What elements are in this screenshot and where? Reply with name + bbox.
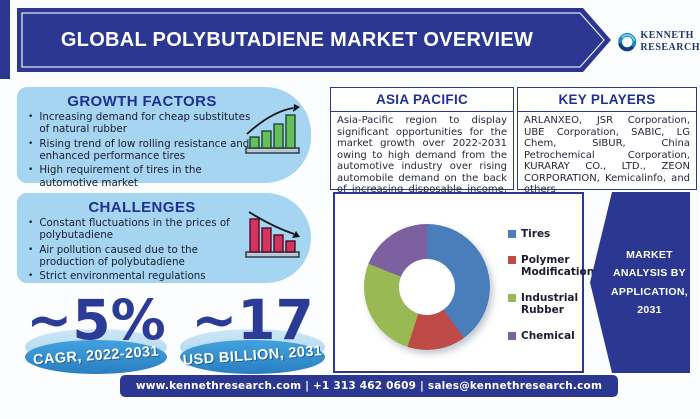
legend-item: Polymer Modification xyxy=(508,254,595,279)
growth-factors-panel: GROWTH FACTORS • Increasing demand for ch… xyxy=(17,87,311,189)
market-size-value: ~17 xyxy=(191,288,314,352)
challenges-panel: CHALLENGES • Constant fluctuations in the… xyxy=(17,193,311,283)
legend-label: Polymer Modification xyxy=(521,254,595,279)
key-players-title: KEY PLAYERS xyxy=(518,88,696,112)
left-edge-stripe xyxy=(0,0,10,79)
challenges-title: CHALLENGES xyxy=(88,199,196,216)
list-item-text: High requirement of tires in the automot… xyxy=(39,164,202,189)
legend-swatch-tires xyxy=(508,230,516,238)
list-item: • Strict environmental regulations xyxy=(28,270,256,283)
footer-contact-bar: www.kennethresearch.com | +1 313 462 060… xyxy=(120,375,618,397)
list-item-text: Air pollution caused due to the producti… xyxy=(39,243,198,269)
bullet-icon: • xyxy=(28,165,34,176)
list-item: • Air pollution caused due to the product… xyxy=(28,244,256,269)
legend-swatch-chemical xyxy=(508,332,516,341)
cagr-value: ~5% xyxy=(26,288,166,352)
legend-label: Tires xyxy=(521,228,551,240)
challenges-list: • Constant fluctuations in the prices of … xyxy=(28,217,256,285)
page-title: GLOBAL POLYBUTADIENE MARKET OVERVIEW xyxy=(60,28,534,51)
legend-item: Tires xyxy=(508,228,583,240)
bullet-icon: • xyxy=(28,218,34,228)
list-item: • Increasing demand for cheap substitutes… xyxy=(28,111,256,136)
legend-label: Industrial Rubber xyxy=(521,292,579,317)
market-analysis-banner-text: MARKET ANALYSIS BY APPLICATION, 2031 xyxy=(611,248,688,316)
list-item-text: Strict environmental regulations xyxy=(39,270,206,283)
legend-item: Industrial Rubber xyxy=(508,292,583,316)
decline-bar-chart-icon xyxy=(243,207,303,265)
bullet-icon: • xyxy=(28,271,34,282)
header-banner: GLOBAL POLYBUTADIENE MARKET OVERVIEW xyxy=(17,8,611,72)
footer-contact-text: www.kennethresearch.com | +1 313 462 060… xyxy=(135,380,603,392)
list-item: • Constant fluctuations in the prices of … xyxy=(28,217,256,242)
bullet-icon: • xyxy=(28,112,34,122)
growth-bar-chart-icon xyxy=(243,103,303,161)
application-pie-chart-box: Tires Polymer Modification Industrial Ru… xyxy=(333,192,595,373)
cylinder-band xyxy=(25,340,167,374)
kenneth-research-logo: KENNETH RESEARCH xyxy=(617,22,700,62)
key-players-box: KEY PLAYERS ARLANXEO, JSR Corporation, U… xyxy=(517,87,697,195)
bullet-icon: • xyxy=(28,244,34,255)
banner-arrow-shape xyxy=(17,8,611,72)
market-size-stat: ~17 USD BILLION, 2031 xyxy=(180,276,325,375)
legend-label: Chemical xyxy=(521,330,575,343)
list-item-text: Rising trend of low rolling resistance a… xyxy=(39,137,250,163)
logo-line2: RESEARCH xyxy=(640,42,700,53)
cylinder-band xyxy=(180,340,325,374)
donut-hole xyxy=(399,259,455,315)
list-item-text: Increasing demand for cheap substitutes … xyxy=(39,111,251,136)
list-item: • High requirement of tires in the automo… xyxy=(28,164,256,189)
cagr-stat: ~5% CAGR, 2022-2031 xyxy=(25,276,167,375)
legend-swatch-polymer-modification xyxy=(508,256,516,265)
growth-factors-title: GROWTH FACTORS xyxy=(67,93,217,110)
asia-pacific-title: ASIA PACIFIC xyxy=(331,88,513,112)
asia-pacific-box: ASIA PACIFIC Asia-Pacific region to disp… xyxy=(330,87,514,207)
chart-legend: Tires Polymer Modification Industrial Ru… xyxy=(508,228,595,342)
market-analysis-banner: MARKET ANALYSIS BY APPLICATION, 2031 xyxy=(590,192,690,373)
legend-item: Chemical xyxy=(508,330,583,342)
logo-line1: KENNETH xyxy=(640,30,694,41)
legend-swatch-industrial-rubber xyxy=(508,294,516,303)
list-item-text: Constant fluctuations in the prices of p… xyxy=(39,217,230,242)
logo-text: KENNETH RESEARCH xyxy=(640,30,700,54)
bullet-icon: • xyxy=(28,138,34,149)
growth-factors-list: • Increasing demand for cheap substitutes… xyxy=(28,111,256,191)
list-item: • Rising trend of low rolling resistance … xyxy=(28,138,256,163)
key-players-body: ARLANXEO, JSR Corporation, UBE Corporati… xyxy=(524,115,690,195)
logo-swirl-icon xyxy=(618,32,637,52)
